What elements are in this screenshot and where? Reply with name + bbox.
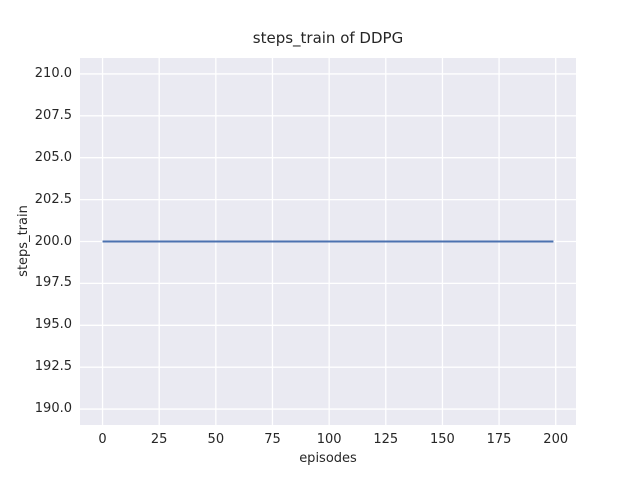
- x-tick-label: 75: [264, 432, 281, 447]
- x-tick-label: 175: [486, 432, 512, 447]
- chart-title: steps_train of DDPG: [252, 29, 404, 47]
- x-tick-label: 125: [373, 432, 399, 447]
- y-tick-label: 195.0: [34, 317, 72, 333]
- y-tick-label: 205.0: [34, 149, 72, 165]
- plot-canvas: [80, 58, 576, 425]
- plot-area: [80, 58, 576, 425]
- x-tick-label: 50: [207, 432, 225, 447]
- y-tick-label: 192.5: [34, 359, 72, 375]
- y-tick-label: 190.0: [34, 401, 72, 417]
- y-tick-label: 197.5: [34, 275, 72, 291]
- x-axis-label: episodes: [299, 451, 357, 466]
- x-tick-label: 25: [150, 432, 168, 447]
- y-tick-label: 210.0: [34, 65, 72, 81]
- x-tick-label: 200: [543, 432, 569, 447]
- y-tick-label: 202.5: [34, 191, 72, 207]
- x-tick-label: 100: [316, 432, 342, 447]
- x-tick-label: 0: [98, 432, 107, 447]
- y-tick-label: 207.5: [34, 107, 72, 123]
- y-tick-label: 200.0: [34, 233, 72, 249]
- x-tick-label: 150: [430, 432, 455, 447]
